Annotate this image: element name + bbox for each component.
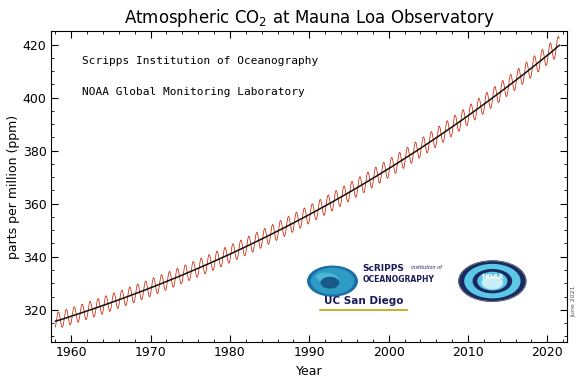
Title: Atmospheric CO$_2$ at Mauna Loa Observatory: Atmospheric CO$_2$ at Mauna Loa Observat… — [124, 7, 495, 29]
Circle shape — [321, 278, 339, 288]
Text: SᴄRIPPS: SᴄRIPPS — [363, 264, 404, 273]
Circle shape — [465, 264, 520, 298]
Circle shape — [482, 276, 502, 289]
Circle shape — [308, 266, 357, 296]
Text: Scripps Institution of Oceanography: Scripps Institution of Oceanography — [83, 56, 319, 66]
Text: OCEANOGRAPHY: OCEANOGRAPHY — [363, 275, 434, 284]
Text: NOAA: NOAA — [481, 275, 503, 281]
Text: institution of: institution of — [411, 264, 442, 269]
Text: UC San Diego: UC San Diego — [324, 296, 403, 306]
Circle shape — [478, 273, 507, 290]
Circle shape — [479, 276, 506, 292]
Circle shape — [311, 268, 353, 294]
Y-axis label: parts per million (ppm): parts per million (ppm) — [7, 114, 20, 258]
X-axis label: Year: Year — [296, 365, 322, 378]
Text: June 2021: June 2021 — [571, 285, 576, 317]
Circle shape — [459, 261, 526, 301]
Circle shape — [473, 270, 512, 293]
Text: NOAA Global Monitoring Laboratory: NOAA Global Monitoring Laboratory — [83, 87, 305, 97]
Ellipse shape — [317, 273, 338, 283]
